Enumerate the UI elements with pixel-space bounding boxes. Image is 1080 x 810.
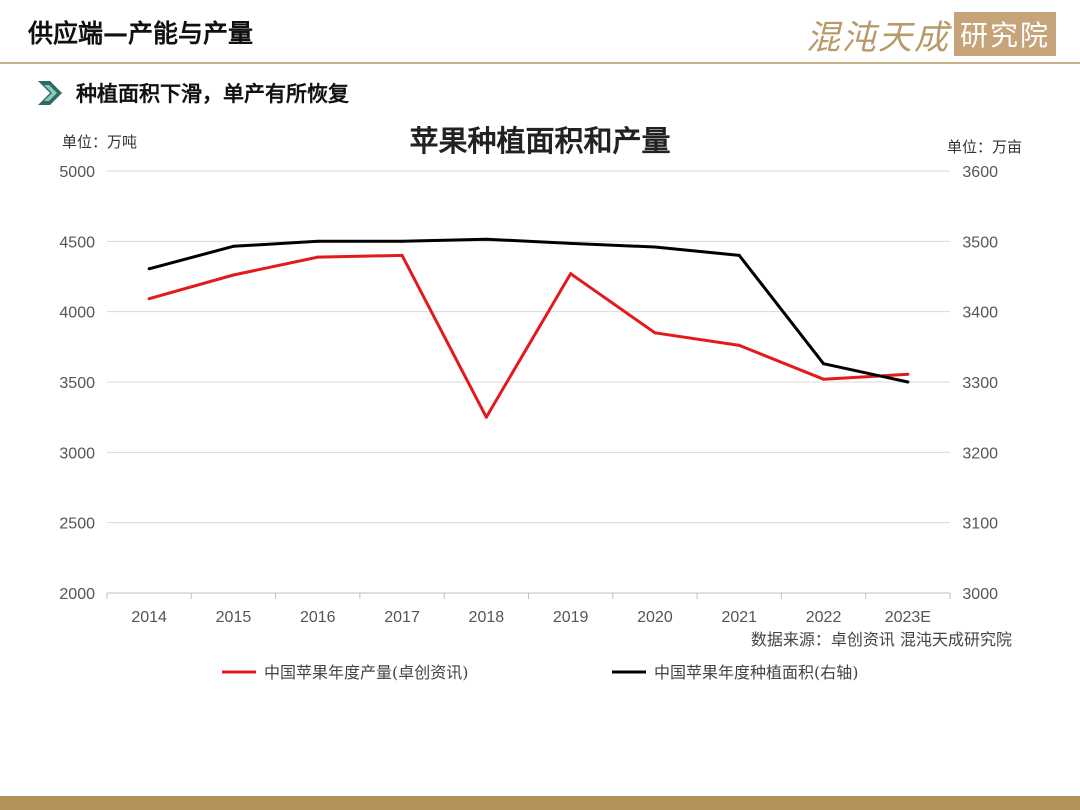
data-point xyxy=(737,343,741,347)
data-point xyxy=(822,377,826,381)
x-tick-label: 2016 xyxy=(300,609,336,626)
data-point xyxy=(822,362,826,366)
data-point xyxy=(737,253,741,257)
data-point xyxy=(906,372,910,376)
x-tick-label: 2021 xyxy=(721,609,757,626)
right-tick-label: 3500 xyxy=(962,234,998,251)
legend-label: 中国苹果年度产量(卓创资讯) xyxy=(264,663,469,682)
chart: 苹果种植面积和产量 单位：万吨 单位：万亩 5000 4500 4000 3500 3000 2… xyxy=(59,124,1022,682)
x-tick-label: 2020 xyxy=(637,609,673,626)
left-axis-unit: 单位：万吨 xyxy=(62,133,137,151)
right-tick-label: 3200 xyxy=(962,445,998,462)
data-point xyxy=(653,331,657,335)
data-point xyxy=(653,245,657,249)
left-tick-label: 4500 xyxy=(59,234,95,251)
slide-subtitle: 种植面积下滑，单产有所恢复 xyxy=(76,82,349,106)
left-tick-label: 2000 xyxy=(59,586,95,603)
data-point xyxy=(400,253,404,257)
data-point xyxy=(484,237,488,241)
data-point xyxy=(147,267,151,271)
x-tick-label: 2017 xyxy=(384,609,420,626)
left-tick-label: 5000 xyxy=(59,164,95,181)
x-tick-label: 2019 xyxy=(553,609,589,626)
brand-name: 混沌天成 xyxy=(805,17,950,58)
x-tick-label: 2018 xyxy=(469,609,505,626)
chevron-right-icon xyxy=(38,81,62,105)
left-tick-label: 4000 xyxy=(59,305,95,322)
chart-title: 苹果种植面积和产量 xyxy=(409,124,670,158)
brand-logo: 混沌天成 研究院 xyxy=(805,12,1056,58)
header-divider xyxy=(0,62,1080,64)
data-point xyxy=(484,415,488,419)
brand-box: 研究院 xyxy=(953,12,1056,56)
left-tick-label: 2500 xyxy=(59,516,95,533)
data-point xyxy=(569,272,573,276)
right-tick-label: 3000 xyxy=(962,586,998,603)
subtitle-row: 种植面积下滑，单产有所恢复 xyxy=(36,78,349,108)
x-tick-label: 2015 xyxy=(216,609,252,626)
right-tick-label: 3300 xyxy=(962,375,998,392)
data-point xyxy=(569,241,573,245)
data-point xyxy=(147,297,151,301)
data-point xyxy=(231,244,235,248)
data-point xyxy=(400,239,404,243)
series-line-1 xyxy=(148,253,908,419)
x-tick-label: 2022 xyxy=(806,609,842,626)
right-tick-label: 3100 xyxy=(962,516,998,533)
legend-label: 中国苹果年度种植面积(右轴) xyxy=(654,663,859,682)
data-point xyxy=(316,255,320,259)
page-title: 供应端—产能与产量 xyxy=(28,19,254,48)
footer-band xyxy=(0,796,1080,810)
left-tick-label: 3000 xyxy=(59,445,95,462)
data-point xyxy=(231,273,235,277)
data-point xyxy=(906,380,910,384)
left-tick-label: 3500 xyxy=(59,375,95,392)
data-point xyxy=(316,239,320,243)
right-tick-label: 3600 xyxy=(962,164,998,181)
x-tick-label: 2014 xyxy=(131,609,167,626)
right-tick-label: 3400 xyxy=(962,305,998,322)
right-axis-unit: 单位：万亩 xyxy=(947,138,1022,156)
series-line-2 xyxy=(148,237,909,384)
data-source: 数据来源：卓创资讯 混沌天成研究院 xyxy=(751,630,1012,649)
x-tick-label: 2023E xyxy=(885,609,931,626)
